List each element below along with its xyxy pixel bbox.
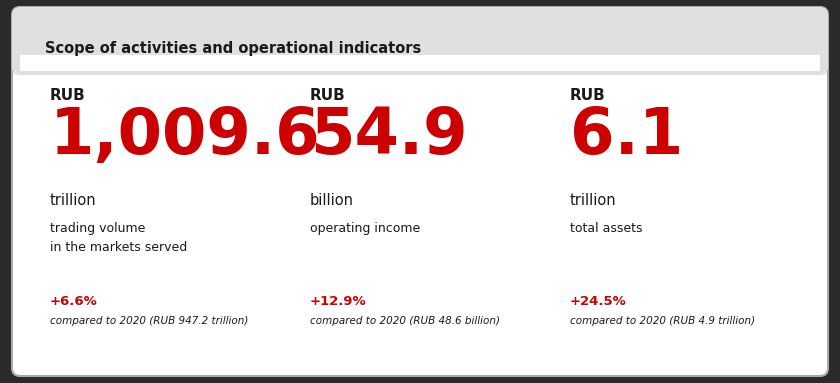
Bar bbox=[28, 63, 812, 71]
FancyBboxPatch shape bbox=[12, 7, 828, 75]
Text: +6.6%: +6.6% bbox=[50, 295, 97, 308]
Text: operating income: operating income bbox=[310, 222, 420, 235]
Text: compared to 2020 (RUB 4.9 trillion): compared to 2020 (RUB 4.9 trillion) bbox=[570, 316, 755, 326]
Text: billion: billion bbox=[310, 193, 354, 208]
Bar bbox=[20, 55, 820, 71]
Text: 1,009.6: 1,009.6 bbox=[50, 105, 321, 167]
Text: Scope of activities and operational indicators: Scope of activities and operational indi… bbox=[45, 41, 421, 56]
Text: trading volume
in the markets served: trading volume in the markets served bbox=[50, 222, 187, 254]
Text: 6.1: 6.1 bbox=[570, 105, 683, 167]
FancyBboxPatch shape bbox=[12, 7, 828, 376]
Text: 54.9: 54.9 bbox=[310, 105, 468, 167]
Text: +12.9%: +12.9% bbox=[310, 295, 366, 308]
Text: RUB: RUB bbox=[50, 88, 86, 103]
Text: trillion: trillion bbox=[50, 193, 97, 208]
Text: RUB: RUB bbox=[570, 88, 606, 103]
Text: compared to 2020 (RUB 947.2 trillion): compared to 2020 (RUB 947.2 trillion) bbox=[50, 316, 249, 326]
Text: total assets: total assets bbox=[570, 222, 643, 235]
Text: compared to 2020 (RUB 48.6 billion): compared to 2020 (RUB 48.6 billion) bbox=[310, 316, 500, 326]
Text: +24.5%: +24.5% bbox=[570, 295, 627, 308]
Text: trillion: trillion bbox=[570, 193, 617, 208]
Text: RUB: RUB bbox=[310, 88, 346, 103]
